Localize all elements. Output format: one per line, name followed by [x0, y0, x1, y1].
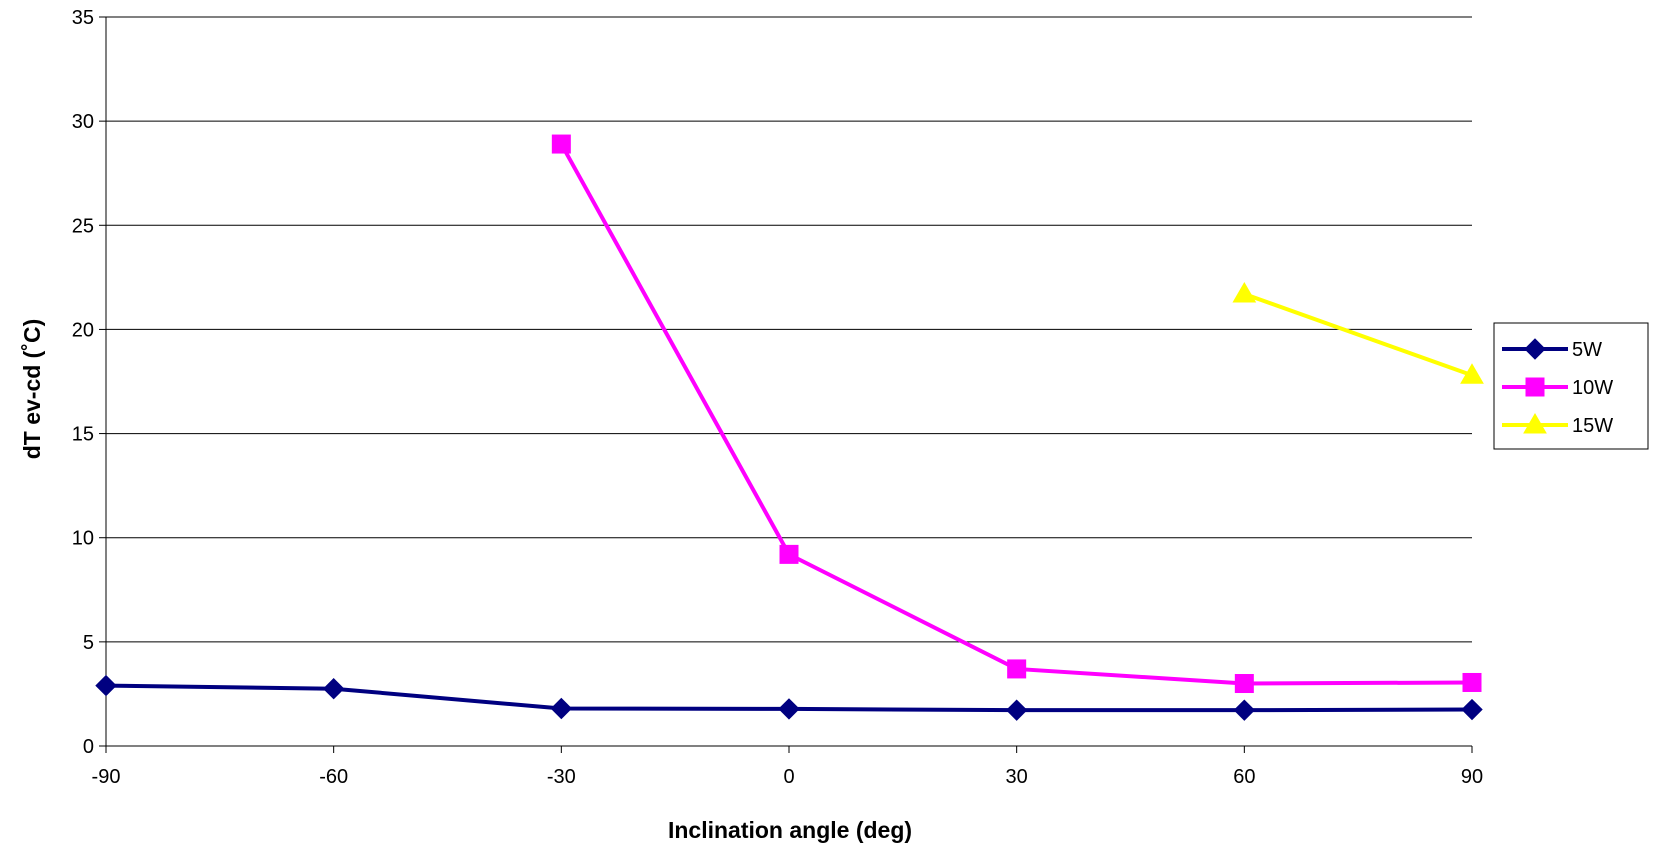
data-point-5W — [95, 674, 117, 697]
data-point-15W — [1232, 282, 1257, 303]
y-tick-label: 20 — [72, 319, 94, 341]
legend: 5W 10W 15W — [1493, 322, 1649, 450]
tick-labels: 0 5 10 15 20 25 30 35 -90 -60 -30 0 30 60 90 — [72, 7, 1483, 788]
data-point-5W — [778, 698, 800, 720]
x-axis-title: Inclination angle (deg) — [668, 817, 912, 843]
data-point-15W — [1460, 363, 1484, 384]
y-tick-label: 35 — [72, 7, 94, 29]
data-point-5W — [1233, 699, 1256, 721]
data-point-5W — [550, 697, 573, 720]
x-tick-label: 0 — [783, 766, 794, 788]
x-tick-label: -90 — [92, 766, 121, 788]
data-point-5W — [1461, 698, 1483, 721]
data-point-10W — [1007, 659, 1027, 679]
legend-marker-5W — [1524, 338, 1546, 360]
data-point-10W — [551, 134, 571, 154]
y-tick-label: 15 — [72, 424, 94, 446]
data-point-10W — [1462, 672, 1482, 692]
x-tick-label: 90 — [1461, 766, 1483, 788]
legend-marker-15W — [1523, 413, 1547, 434]
legend-marker-10W — [1525, 377, 1545, 397]
legend-label-15W: 15W — [1572, 415, 1613, 437]
data-point-10W — [1234, 674, 1254, 694]
y-tick-label: 25 — [72, 215, 94, 237]
y-tick-label: 0 — [83, 736, 94, 758]
x-tick-label: -30 — [547, 766, 576, 788]
axes — [99, 16, 1473, 753]
y-tick-label: 30 — [72, 111, 94, 133]
y-axis-title: dT ev-cd (˚C) — [19, 319, 45, 460]
y-tick-label: 10 — [72, 528, 94, 550]
x-tick-label: -60 — [319, 766, 348, 788]
data-point-5W — [322, 678, 345, 700]
legend-label-5W: 5W — [1572, 339, 1602, 361]
x-tick-label: 60 — [1233, 766, 1255, 788]
y-tick-label: 5 — [83, 632, 94, 654]
data-point-5W — [1005, 699, 1028, 721]
series-line-15W — [1243, 292, 1473, 378]
gridlines — [106, 16, 1472, 643]
data-point-10W — [779, 544, 799, 564]
plot-area — [95, 134, 1484, 721]
legend-label-10W: 10W — [1572, 377, 1613, 399]
x-tick-label: 30 — [1006, 766, 1028, 788]
